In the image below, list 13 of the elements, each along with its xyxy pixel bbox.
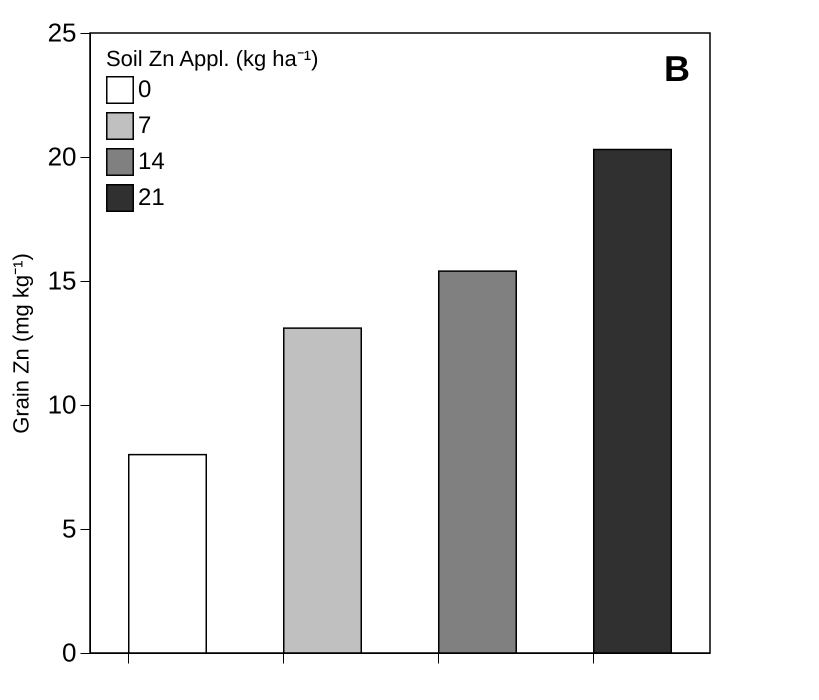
legend-label: 7 (138, 112, 152, 139)
legend-label: 21 (138, 184, 165, 211)
y-tick-label: 10 (48, 390, 76, 420)
y-tick-label: 0 (62, 638, 76, 668)
legend-label: 0 (138, 76, 152, 103)
y-tick-label: 5 (62, 514, 76, 544)
y-tick-label: 20 (48, 142, 76, 172)
y-axis-title: Grain Zn (mg kg⁻¹) (8, 253, 34, 434)
annotation: B (664, 48, 690, 89)
y-tick-label: 25 (48, 18, 76, 48)
legend-title: Soil Zn Appl. (kg ha⁻¹) (106, 46, 318, 71)
y-tick-label: 15 (48, 266, 76, 296)
legend-label: 14 (138, 148, 165, 175)
